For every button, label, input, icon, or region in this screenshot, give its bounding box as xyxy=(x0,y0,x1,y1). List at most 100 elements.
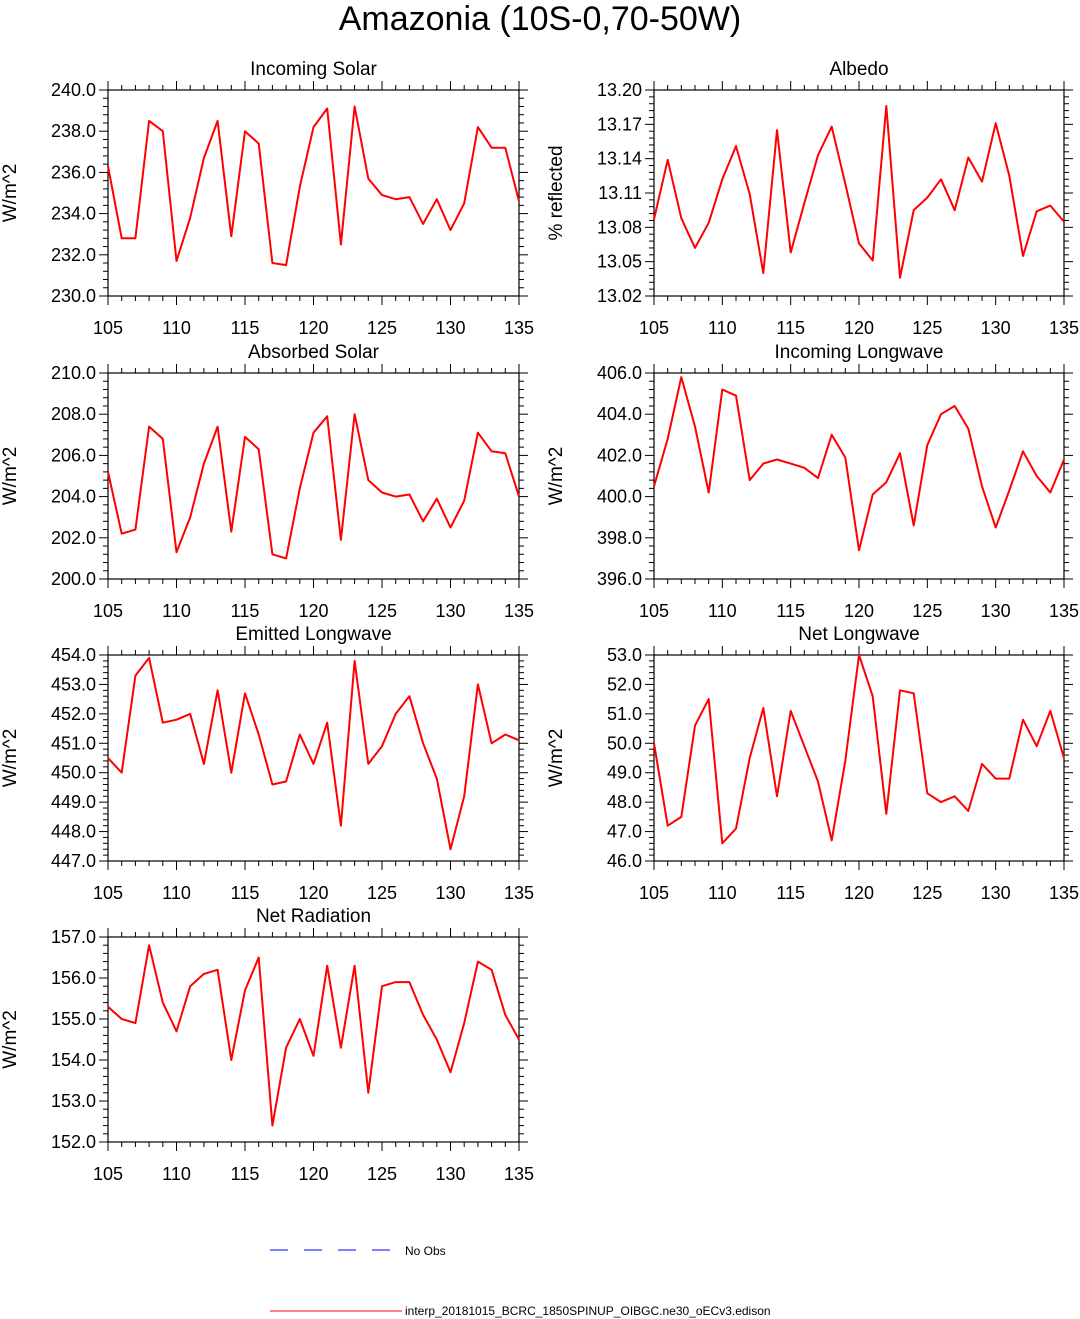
x-tick-label: 105 xyxy=(639,601,669,621)
y-tick-label: 238.0 xyxy=(51,121,96,141)
y-tick-label: 13.11 xyxy=(598,183,642,203)
x-tick-label: 120 xyxy=(298,318,328,338)
x-tick-label: 125 xyxy=(367,883,397,903)
x-tick-label: 105 xyxy=(93,883,123,903)
y-tick-label: 49.0 xyxy=(607,763,642,783)
y-tick-label: 452.0 xyxy=(51,704,96,724)
panel-net-longwave: 46.0 47.0 48.0 49.0 50.0 51.0 52.0 53.0 105 110 11… xyxy=(546,624,1079,903)
x-tick-label: 105 xyxy=(639,318,669,338)
y-tick-label: 157.0 xyxy=(51,927,96,947)
x-tick-label: 130 xyxy=(435,601,465,621)
x-tick-label: 120 xyxy=(298,601,328,621)
x-tick-label: 130 xyxy=(435,883,465,903)
x-tick-label: 120 xyxy=(844,318,874,338)
y-tick-label: 454.0 xyxy=(51,645,96,665)
y-tick-label: 48.0 xyxy=(607,792,642,812)
y-tick-label: 202.0 xyxy=(51,528,96,548)
x-tick-label: 135 xyxy=(504,318,534,338)
x-tick-label: 125 xyxy=(367,1164,397,1184)
series-line xyxy=(107,944,520,1127)
series-line xyxy=(107,413,520,560)
y-tick-label: 13.20 xyxy=(597,80,642,100)
figure-title: Amazonia (10S-0,70-50W) xyxy=(338,0,742,38)
panel-title: Incoming Longwave xyxy=(775,342,944,363)
x-tick-label: 120 xyxy=(298,1164,328,1184)
x-tick-label: 105 xyxy=(93,1164,123,1184)
y-tick-label: 240.0 xyxy=(51,80,96,100)
y-tick-label: 232.0 xyxy=(51,245,96,265)
legend-model-label: interp_20181015_BCRC_1850SPINUP_OIBGC.ne… xyxy=(405,1304,771,1318)
x-tick-label: 110 xyxy=(708,601,737,621)
x-tick-label: 130 xyxy=(981,318,1011,338)
plot-frame xyxy=(107,936,520,1143)
x-tick-label: 125 xyxy=(367,601,397,621)
y-tick-label: 200.0 xyxy=(51,569,96,589)
panel-albedo: 13.02 13.05 13.08 13.11 13.14 13.17 13.20 105 11… xyxy=(546,59,1079,338)
x-tick-label: 115 xyxy=(776,883,805,903)
panel-title: Incoming Solar xyxy=(250,59,377,80)
x-tick-label: 125 xyxy=(912,883,942,903)
x-tick-label: 115 xyxy=(231,883,260,903)
series-line xyxy=(653,654,1065,845)
x-tick-label: 115 xyxy=(231,601,260,621)
y-tick-label: 447.0 xyxy=(51,851,96,871)
panel-incoming-solar: 230.0 232.0 234.0 236.0 238.0 240.0 105 110 115 1… xyxy=(0,59,534,338)
x-tick-label: 125 xyxy=(912,601,942,621)
x-tick-label: 105 xyxy=(93,318,123,338)
y-tick-label: 47.0 xyxy=(607,822,642,842)
y-tick-label: 400.0 xyxy=(597,487,642,507)
legend-no-obs-label: No Obs xyxy=(405,1244,446,1258)
panel-title: Absorbed Solar xyxy=(248,342,380,363)
x-tick-label: 130 xyxy=(435,318,465,338)
y-tick-label: 13.05 xyxy=(597,252,642,272)
legend-model-line xyxy=(270,1310,402,1312)
y-tick-label: 449.0 xyxy=(51,792,96,812)
x-tick-label: 115 xyxy=(231,1164,260,1184)
panel-title: Net Longwave xyxy=(798,624,919,645)
y-tick-label: 52.0 xyxy=(607,674,642,694)
x-tick-label: 130 xyxy=(981,601,1011,621)
y-axis-label: % reflected xyxy=(546,145,567,240)
plot-frame xyxy=(107,372,520,580)
panel-title: Emitted Longwave xyxy=(235,624,391,645)
y-tick-label: 152.0 xyxy=(51,1132,96,1152)
x-tick-label: 110 xyxy=(162,1164,191,1184)
x-tick-label: 115 xyxy=(231,318,260,338)
x-tick-label: 130 xyxy=(981,883,1011,903)
y-tick-label: 51.0 xyxy=(607,704,642,724)
y-tick-label: 402.0 xyxy=(597,445,642,465)
x-tick-label: 125 xyxy=(367,318,397,338)
y-axis-label: W/m^2 xyxy=(0,447,21,506)
series-line xyxy=(107,105,520,267)
x-tick-label: 135 xyxy=(1049,318,1079,338)
y-tick-label: 396.0 xyxy=(597,569,642,589)
x-tick-label: 135 xyxy=(1049,883,1079,903)
series-line xyxy=(653,105,1065,279)
panel-absorbed-solar: 200.0 202.0 204.0 206.0 208.0 210.0 105 110 115 1… xyxy=(0,342,534,621)
y-tick-label: 204.0 xyxy=(51,487,96,507)
y-tick-label: 154.0 xyxy=(51,1050,96,1070)
y-tick-label: 208.0 xyxy=(51,404,96,424)
x-tick-label: 135 xyxy=(504,1164,534,1184)
x-tick-label: 105 xyxy=(93,601,123,621)
x-tick-label: 110 xyxy=(162,318,191,338)
y-tick-label: 155.0 xyxy=(51,1009,96,1029)
panel-title: Albedo xyxy=(829,59,888,80)
series-line xyxy=(107,656,520,851)
x-tick-label: 115 xyxy=(776,318,805,338)
y-tick-label: 50.0 xyxy=(607,733,642,753)
x-tick-label: 125 xyxy=(912,318,942,338)
x-tick-label: 135 xyxy=(1049,601,1079,621)
panel-title: Net Radiation xyxy=(256,906,371,927)
y-tick-label: 153.0 xyxy=(51,1091,96,1111)
x-tick-label: 135 xyxy=(504,601,534,621)
plot-frame xyxy=(653,89,1065,297)
y-tick-label: 453.0 xyxy=(51,674,96,694)
y-tick-label: 404.0 xyxy=(597,404,642,424)
y-tick-label: 156.0 xyxy=(51,968,96,988)
plot-frame xyxy=(107,654,520,862)
legend-no-obs-line xyxy=(270,1249,402,1251)
y-tick-label: 406.0 xyxy=(597,363,642,383)
y-tick-label: 236.0 xyxy=(51,162,96,182)
